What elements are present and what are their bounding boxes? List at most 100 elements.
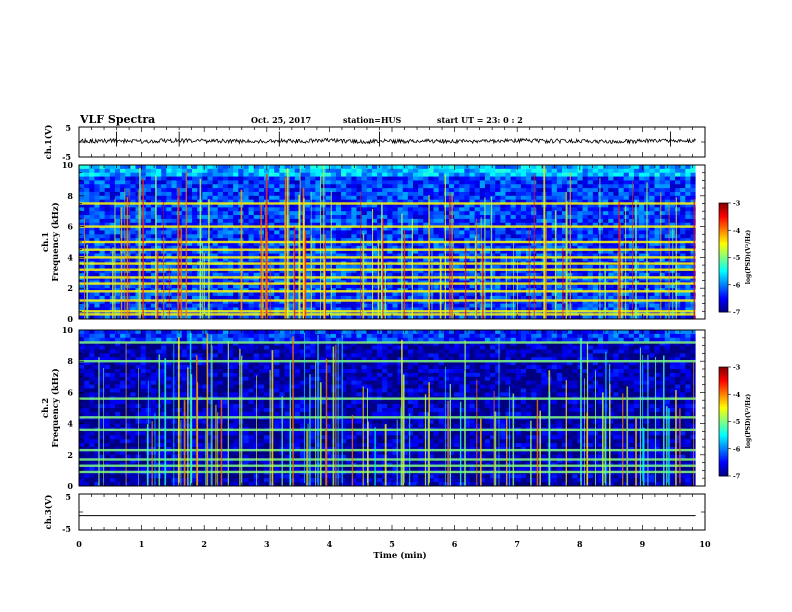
spectrogram-cell — [120, 226, 126, 231]
spectrogram-cell — [341, 218, 347, 224]
spectrogram-cell — [320, 295, 327, 301]
spectrogram-cell — [423, 299, 429, 304]
spectrogram-cell — [520, 195, 527, 201]
spectrogram-cell — [577, 222, 583, 227]
spectrogram-cell — [515, 303, 522, 308]
spectrogram-cell — [623, 203, 630, 208]
spectrogram-cell — [279, 307, 285, 312]
spectrogram-cell — [181, 215, 188, 220]
spectrogram-cell — [192, 218, 198, 224]
spectrogram-cell — [156, 272, 162, 278]
spectrogram-cell — [597, 215, 604, 220]
spectrogram-cell — [114, 276, 121, 281]
spectrogram-cell — [654, 292, 661, 297]
spectrogram-cell — [423, 242, 429, 247]
spectrogram-cell — [320, 165, 327, 170]
spectrogram-cell — [510, 203, 517, 208]
spectrogram-cell — [577, 165, 583, 170]
spectrogram-cell — [680, 188, 686, 193]
spectrogram-cell — [592, 249, 599, 254]
spectrogram-cell — [618, 238, 625, 243]
spectrogram-cell — [608, 168, 614, 174]
spectrogram-cell — [490, 211, 496, 216]
spectrogram-cell — [515, 215, 522, 220]
spectrogram-cell — [212, 168, 219, 174]
spectrogram-cell — [592, 215, 599, 220]
spectrogram-cell — [186, 315, 193, 319]
spectrogram-cell — [202, 245, 208, 251]
spectrogram-cell — [608, 257, 614, 262]
spectrogram-cell — [505, 222, 512, 227]
spectrogram-cell — [325, 299, 332, 304]
spectrogram-cell — [89, 245, 95, 251]
spectrogram-cell — [356, 180, 363, 185]
spectrogram-cell — [685, 180, 691, 185]
spectrogram-cell — [459, 218, 465, 224]
spectrogram-cell — [315, 176, 321, 181]
spectrogram-cell — [402, 295, 409, 301]
spectrogram-cell — [680, 272, 686, 278]
spectrogram-cell — [654, 165, 661, 170]
spectrogram-cell — [459, 207, 465, 212]
spectrogram-cell — [628, 195, 635, 201]
spectrogram-cell — [603, 222, 609, 227]
spectrogram-cell — [289, 203, 296, 208]
spectrogram-cell — [99, 218, 106, 224]
spectrogram-cell — [294, 299, 301, 304]
spectrogram-cell — [89, 226, 95, 231]
spectrogram-cell — [680, 191, 686, 197]
spectrogram-cell — [228, 249, 234, 254]
spectrogram-cell — [84, 222, 90, 227]
spectrogram-cell — [423, 211, 429, 216]
spectrogram-cell — [603, 180, 609, 185]
spectrogram-cell — [685, 165, 691, 170]
spectrogram-cell — [341, 242, 347, 247]
spectrogram-cell — [315, 199, 321, 204]
spectrogram-cell — [238, 180, 244, 185]
spectrogram-cell — [212, 180, 219, 185]
spectrogram-cell — [546, 268, 553, 274]
spectrogram-cell — [166, 195, 172, 201]
spectrogram-cell — [305, 165, 311, 170]
spectrogram-cell — [392, 195, 398, 201]
spectrogram-cell — [305, 168, 311, 174]
spectrogram-cell — [556, 165, 563, 170]
spectrogram-cell — [505, 315, 512, 319]
spectrogram-cell — [418, 265, 424, 270]
spectrogram-cell — [130, 245, 136, 251]
spectrogram-cell — [556, 222, 563, 227]
spectrogram-cell — [269, 218, 275, 224]
spectrogram-cell — [654, 268, 661, 274]
spectrogram-cell — [377, 284, 383, 289]
spectrogram-cell — [310, 272, 316, 278]
spectrogram-cell — [669, 203, 676, 208]
spectrogram-cell — [197, 168, 203, 174]
spectrogram-cell — [418, 184, 424, 189]
spectrogram-cell — [104, 253, 111, 258]
spectrogram-cell — [84, 230, 90, 235]
spectrogram-cell — [597, 238, 604, 243]
spectrogram-cell — [269, 226, 275, 231]
spectrogram-cell — [418, 199, 424, 204]
spectrogram-cell — [464, 207, 470, 212]
spectrogram-cell — [171, 315, 178, 319]
spectrogram-cell — [474, 215, 481, 220]
spectrogram-cell — [443, 199, 450, 204]
spectrogram-cell — [99, 253, 106, 258]
spectrogram-cell — [99, 199, 106, 204]
spectrogram-cell — [618, 184, 625, 189]
spectrogram-cell — [356, 307, 363, 312]
spectrogram-cell — [387, 245, 393, 251]
spectrogram-cell — [413, 276, 419, 281]
spectrogram-cell — [392, 284, 398, 289]
spectrogram-cell — [181, 207, 188, 212]
spectrogram-cell — [484, 315, 491, 319]
spectrogram-cell — [495, 222, 501, 227]
spectrogram-cell — [371, 303, 378, 308]
spectrogram-cell — [356, 315, 363, 319]
spectrogram-cell — [89, 184, 95, 189]
spectrogram-cell — [176, 168, 183, 174]
spectrogram-cell — [315, 195, 321, 201]
spectrogram-cell — [114, 234, 121, 239]
